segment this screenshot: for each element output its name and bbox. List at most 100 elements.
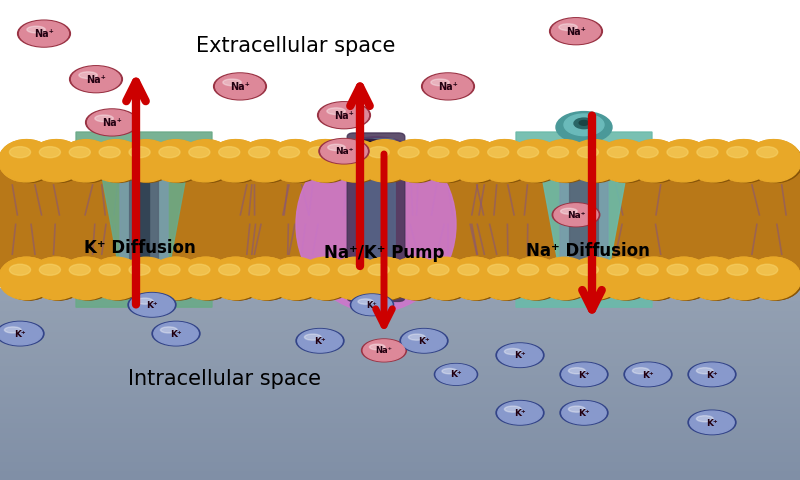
Bar (0, 377, 800, 379)
Bar (0, 336, 800, 338)
Bar (0, 322, 800, 324)
Ellipse shape (600, 142, 653, 182)
Ellipse shape (417, 257, 473, 300)
Ellipse shape (321, 140, 367, 163)
Ellipse shape (350, 294, 394, 316)
Ellipse shape (278, 264, 299, 276)
Ellipse shape (302, 260, 354, 300)
Ellipse shape (518, 264, 538, 276)
Ellipse shape (154, 322, 198, 345)
Text: Na⁺: Na⁺ (230, 82, 250, 92)
Ellipse shape (477, 257, 532, 300)
Ellipse shape (302, 142, 354, 182)
Ellipse shape (2, 142, 55, 182)
Text: K⁺: K⁺ (642, 371, 654, 380)
Bar (0, 401, 800, 403)
Ellipse shape (409, 334, 426, 340)
Bar (0, 422, 800, 425)
Ellipse shape (218, 264, 240, 276)
Text: K⁺: K⁺ (706, 419, 718, 428)
Bar (0, 432, 800, 434)
Ellipse shape (757, 264, 778, 276)
Bar (0, 305, 800, 307)
Ellipse shape (496, 343, 544, 368)
Ellipse shape (354, 141, 382, 153)
Bar (0, 468, 800, 470)
Ellipse shape (308, 264, 330, 276)
Ellipse shape (58, 257, 114, 300)
Ellipse shape (696, 368, 714, 374)
Ellipse shape (159, 264, 180, 276)
Ellipse shape (447, 140, 502, 182)
Bar (0, 0, 800, 166)
Ellipse shape (86, 109, 138, 136)
Text: K⁺: K⁺ (450, 371, 462, 379)
Ellipse shape (746, 140, 800, 182)
Ellipse shape (726, 265, 748, 277)
Ellipse shape (122, 142, 174, 182)
Ellipse shape (417, 140, 473, 182)
FancyBboxPatch shape (357, 139, 395, 291)
Ellipse shape (690, 260, 742, 300)
Ellipse shape (387, 257, 442, 300)
Ellipse shape (92, 142, 145, 182)
Ellipse shape (358, 299, 373, 304)
Bar (0, 343, 800, 346)
Ellipse shape (242, 260, 294, 300)
Bar (0, 418, 800, 420)
Bar (0, 300, 800, 302)
Ellipse shape (32, 142, 85, 182)
Ellipse shape (152, 142, 205, 182)
Ellipse shape (518, 146, 538, 158)
Ellipse shape (249, 146, 270, 158)
Ellipse shape (716, 140, 771, 182)
Ellipse shape (358, 257, 413, 300)
Ellipse shape (458, 264, 479, 276)
Bar (0, 389, 800, 391)
Bar (0, 415, 800, 418)
Ellipse shape (278, 147, 299, 160)
Ellipse shape (690, 142, 742, 182)
Ellipse shape (716, 257, 771, 300)
Ellipse shape (624, 362, 672, 387)
Ellipse shape (160, 327, 178, 333)
Ellipse shape (551, 19, 601, 44)
Bar (0, 346, 800, 348)
Ellipse shape (118, 257, 174, 300)
Ellipse shape (27, 26, 46, 33)
Bar (0, 288, 800, 290)
Bar (0, 434, 800, 437)
Ellipse shape (305, 334, 321, 340)
Ellipse shape (667, 146, 688, 158)
Ellipse shape (450, 142, 503, 182)
Bar (0, 348, 800, 350)
Ellipse shape (547, 146, 569, 158)
Ellipse shape (450, 260, 503, 300)
Text: Na⁺: Na⁺ (34, 29, 54, 39)
Ellipse shape (296, 328, 344, 353)
Ellipse shape (458, 265, 479, 277)
Ellipse shape (578, 265, 598, 277)
Ellipse shape (481, 142, 534, 182)
Ellipse shape (547, 265, 569, 277)
Bar (0, 353, 800, 355)
Ellipse shape (129, 264, 150, 276)
Text: Na⁺: Na⁺ (567, 211, 585, 220)
Ellipse shape (328, 144, 346, 151)
Ellipse shape (417, 140, 473, 182)
Ellipse shape (498, 401, 542, 424)
Bar (0, 341, 800, 343)
Ellipse shape (450, 142, 503, 182)
Bar (0, 470, 800, 473)
Ellipse shape (218, 146, 240, 158)
Ellipse shape (152, 260, 205, 300)
Text: K⁺: K⁺ (314, 337, 326, 346)
Ellipse shape (148, 257, 203, 300)
Ellipse shape (570, 142, 623, 182)
Ellipse shape (630, 260, 683, 300)
Ellipse shape (327, 257, 383, 300)
Ellipse shape (92, 142, 145, 182)
Ellipse shape (271, 260, 324, 300)
Ellipse shape (562, 363, 606, 386)
Ellipse shape (338, 147, 359, 160)
